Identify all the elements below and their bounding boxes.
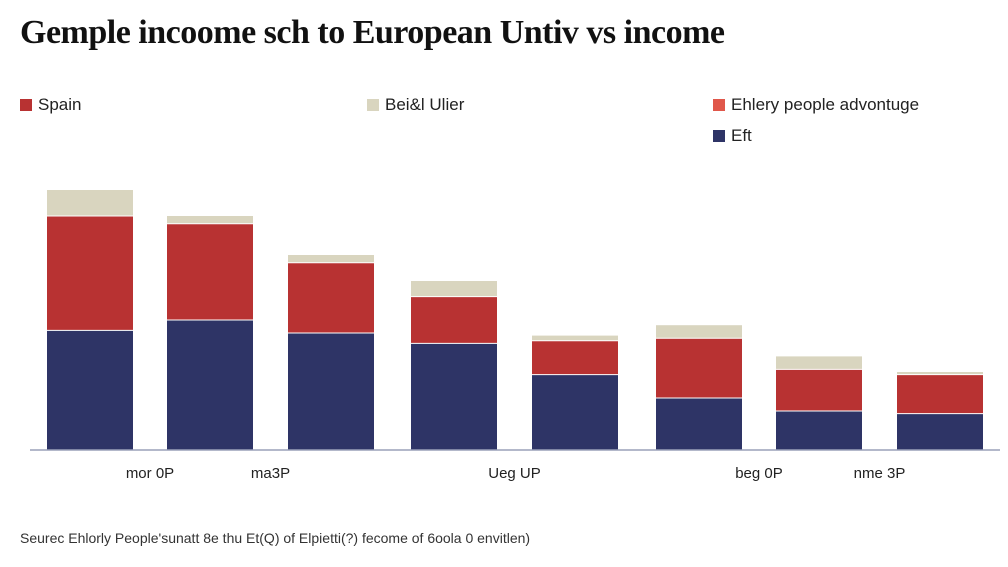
x-tick-label-3: Ueg UP [488,465,541,482]
bar-6-segment-bei-l-ulier [656,325,742,339]
bar-5-segment-eft [532,374,618,450]
legend-label-bei-l-ulier: Bei&l Ulier [385,95,465,114]
bar-3-segment-eft [288,333,374,450]
bar-1-segment-eft [47,330,133,450]
legend-swatch-bei-l-ulier [367,99,379,111]
legend-item-elderly-advantage: Ehlery people advontuge [713,95,919,115]
bar-7-segment-spain [776,369,862,411]
bar-8-segment-eft [897,413,983,450]
legend-swatch-eft [713,130,725,142]
legend-label-elderly-advantage: Ehlery people advontuge [731,95,920,114]
x-tick-label-4: beg 0P [735,465,783,482]
x-tick-label-5: nme 3P [854,465,906,482]
bar-5-segment-spain [532,340,618,375]
legend-label-spain: Spain [38,95,82,114]
x-tick-label-2: ma3P [251,465,290,482]
chart-title: Gemple incoome sch to European Untiv vs … [20,14,725,51]
legend-swatch-spain [20,99,32,111]
bar-8-segment-bei-l-ulier [897,372,983,375]
bar-2-segment-spain [167,223,253,320]
bar-6-segment-spain [656,338,742,398]
bar-4-segment-bei-l-ulier [411,281,497,297]
bar-4-segment-eft [411,343,497,450]
bar-3-segment-bei-l-ulier [288,255,374,263]
bar-3-segment-spain [288,262,374,333]
legend-label-eft: Eft [731,126,752,145]
bar-7-segment-eft [776,411,862,450]
bar-6-segment-eft [656,398,742,450]
bar-2-segment-eft [167,320,253,450]
bar-8-segment-spain [897,374,983,414]
legend-item-bei-l-ulier: Bei&l Ulier [367,95,464,115]
legend-item-spain: Spain [20,95,81,115]
source-note: Seurec Ehlorly People'sunatt 8e thu Et(Q… [20,530,531,546]
bar-2-segment-bei-l-ulier [167,216,253,224]
bar-4-segment-spain [411,296,497,344]
bar-7-segment-bei-l-ulier [776,356,862,370]
legend-item-eft: Eft [713,126,752,146]
bar-1-segment-spain [47,216,133,331]
x-tick-label-1: mor 0P [126,465,174,482]
bar-1-segment-bei-l-ulier [47,190,133,216]
legend-swatch-elderly-advantage [713,99,725,111]
bar-5-segment-bei-l-ulier [532,335,618,341]
